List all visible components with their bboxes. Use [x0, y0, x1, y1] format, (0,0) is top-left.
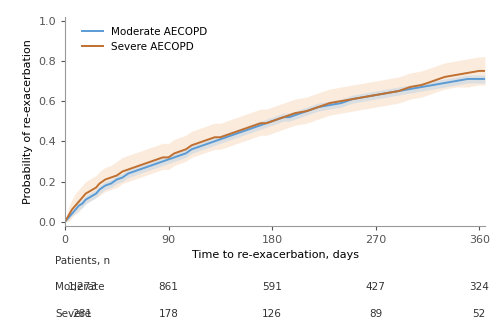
- Moderate AECOPD: [80, 202, 86, 206]
- Moderate AECOPD: [252, 125, 258, 129]
- Moderate AECOPD: [396, 89, 402, 93]
- Text: 1,273: 1,273: [68, 282, 98, 292]
- Text: 591: 591: [262, 282, 282, 292]
- Moderate AECOPD: [464, 77, 470, 81]
- Text: 861: 861: [158, 282, 178, 292]
- Text: Moderate: Moderate: [55, 282, 104, 292]
- Severe AECOPD: [212, 135, 218, 139]
- Severe AECOPD: [476, 69, 482, 73]
- Text: 281: 281: [72, 309, 92, 319]
- Y-axis label: Probability of re-exacerbation: Probability of re-exacerbation: [22, 39, 32, 204]
- Text: 126: 126: [262, 309, 282, 319]
- Moderate AECOPD: [62, 220, 68, 224]
- Text: 178: 178: [158, 309, 178, 319]
- Severe AECOPD: [80, 196, 86, 200]
- Text: Severe: Severe: [55, 309, 91, 319]
- Line: Severe AECOPD: Severe AECOPD: [65, 71, 485, 222]
- Text: 324: 324: [470, 282, 489, 292]
- Moderate AECOPD: [212, 139, 218, 143]
- X-axis label: Time to re-exacerbation, days: Time to re-exacerbation, days: [192, 250, 358, 260]
- Moderate AECOPD: [108, 182, 114, 186]
- Severe AECOPD: [396, 89, 402, 93]
- Moderate AECOPD: [482, 77, 488, 81]
- Severe AECOPD: [131, 165, 137, 169]
- Text: 52: 52: [472, 309, 486, 319]
- Severe AECOPD: [252, 123, 258, 127]
- Severe AECOPD: [482, 69, 488, 73]
- Text: Patients, n: Patients, n: [55, 256, 110, 266]
- Text: 89: 89: [369, 309, 382, 319]
- Severe AECOPD: [62, 220, 68, 224]
- Severe AECOPD: [108, 176, 114, 180]
- Legend: Moderate AECOPD, Severe AECOPD: Moderate AECOPD, Severe AECOPD: [78, 24, 210, 55]
- Text: 427: 427: [366, 282, 386, 292]
- Moderate AECOPD: [131, 169, 137, 173]
- Line: Moderate AECOPD: Moderate AECOPD: [65, 79, 485, 222]
